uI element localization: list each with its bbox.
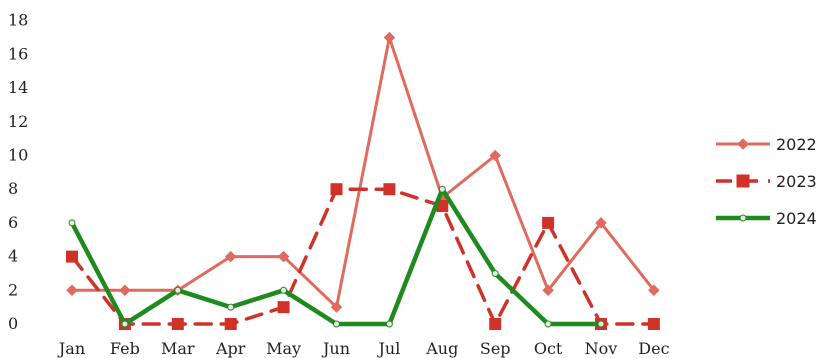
y-tick-label-6: 6 (8, 213, 18, 232)
y-tick-label-8: 8 (8, 179, 18, 198)
y-tick-label-12: 12 (8, 112, 28, 131)
point-2024-apr (227, 303, 235, 311)
point-2024-sep (491, 269, 499, 277)
point-2022-may (277, 250, 290, 263)
point-2024-jun (333, 320, 340, 328)
point-2023-jun (330, 183, 343, 196)
y-tick-label-16: 16 (8, 44, 28, 63)
point-2023-mar (171, 318, 184, 330)
point-2023-jul (383, 183, 396, 196)
y-tick-label-18: 18 (8, 11, 28, 30)
point-2022-jan (66, 284, 78, 297)
series-line-2023 (70, 187, 656, 326)
legend-label-2022: 2022 (776, 135, 817, 154)
point-2022-dec (648, 284, 660, 297)
point-2022-oct (542, 284, 554, 297)
x-tick-label-sep: Sep (480, 339, 511, 358)
point-2023-oct (542, 216, 555, 229)
point-2024-nov (597, 320, 605, 328)
point-2024-oct (544, 320, 552, 328)
point-2023-apr (224, 318, 237, 330)
legend-entry-2024: 2024 (716, 209, 817, 228)
point-2023-sep (489, 318, 502, 330)
legend-marker-2022 (737, 138, 749, 150)
point-2024-jul (385, 320, 393, 328)
y-axis-ticks: 0 2 4 6 8 10 12 14 16 18 (8, 11, 28, 333)
point-2022-jul (383, 31, 396, 44)
y-tick-label-4: 4 (8, 247, 18, 266)
legend-marker-2023 (736, 174, 750, 188)
point-2022-nov (595, 217, 607, 229)
legend-label-2023: 2023 (776, 172, 817, 191)
series-2024 (68, 185, 605, 328)
legend-entry-2023: 2023 (716, 172, 817, 191)
x-tick-label-dec: Dec (638, 339, 669, 358)
x-axis-ticks: Jan Feb Mar Apr May Jun Jul Aug Sep Oct Nov Dec (57, 339, 670, 358)
series-line-2022 (70, 36, 656, 309)
y-tick-label-10: 10 (8, 146, 28, 165)
legend-label-2024: 2024 (776, 209, 817, 228)
series-layer (66, 31, 660, 330)
legend-entry-2022: 2022 (716, 135, 817, 154)
y-tick-label-0: 0 (8, 314, 18, 333)
series-2023 (66, 183, 660, 330)
point-2023-may (277, 301, 290, 314)
point-2024-may (280, 286, 288, 294)
legend-marker-2024 (739, 214, 747, 222)
x-tick-label-oct: Oct (534, 339, 563, 358)
point-2023-jan (66, 250, 78, 263)
x-tick-label-jun: Jun (321, 339, 350, 358)
x-tick-label-jan: Jan (57, 339, 85, 358)
point-2022-sep (489, 149, 502, 162)
point-2022-jun (330, 301, 343, 314)
point-2024-jan (68, 219, 76, 227)
point-2024-feb (121, 320, 129, 328)
x-tick-label-nov: Nov (585, 339, 618, 358)
x-tick-label-mar: Mar (161, 339, 195, 358)
x-tick-label-jul: Jul (376, 339, 400, 358)
point-2022-apr (224, 250, 237, 263)
point-2024-mar (174, 286, 182, 294)
x-tick-label-apr: Apr (215, 339, 246, 358)
point-2024-aug (438, 185, 446, 193)
y-tick-label-2: 2 (8, 280, 18, 299)
x-tick-label-may: May (266, 339, 301, 358)
point-2023-dec (647, 318, 660, 330)
point-2023-aug (436, 200, 449, 213)
legend: 2022 2023 2024 (716, 135, 817, 228)
point-2022-feb (119, 284, 131, 297)
y-tick-label-14: 14 (8, 78, 28, 97)
x-tick-label-feb: Feb (110, 339, 140, 358)
x-tick-label-aug: Aug (425, 339, 458, 358)
series-2022 (66, 31, 660, 314)
